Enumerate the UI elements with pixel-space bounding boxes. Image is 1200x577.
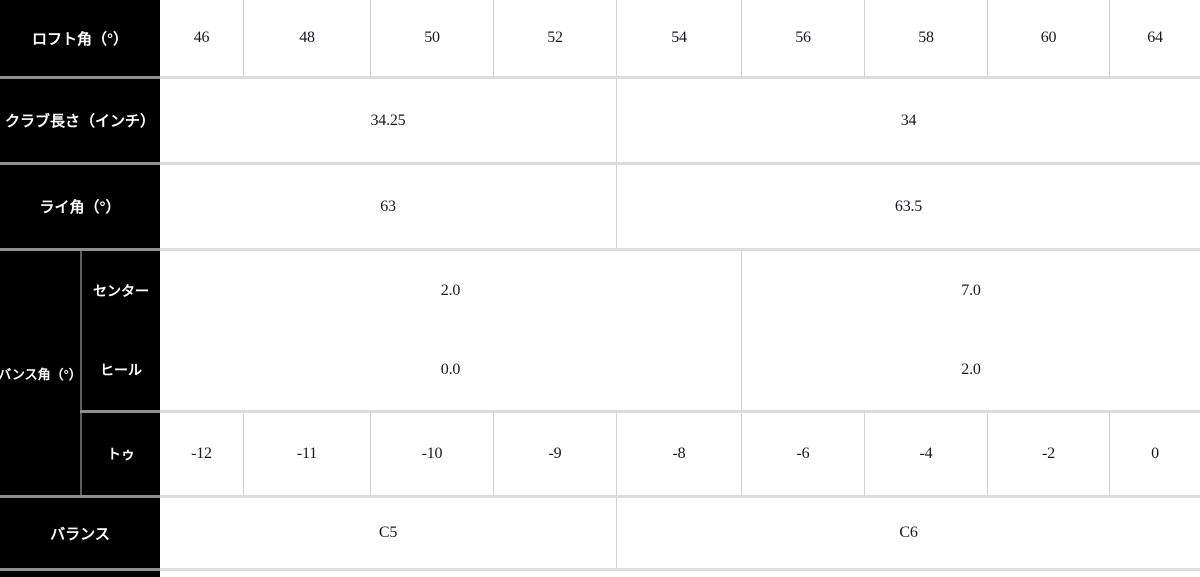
row-separator bbox=[0, 162, 1200, 165]
bounce-toe-value: -12 bbox=[160, 413, 243, 495]
loft-value: 50 bbox=[370, 0, 493, 76]
row-separator bbox=[80, 410, 1200, 413]
lie-value: 63.5 bbox=[616, 165, 1200, 248]
bounce-toe-header: トゥ bbox=[80, 413, 160, 495]
lie-value: 63 bbox=[160, 165, 616, 248]
loft-value: 52 bbox=[493, 0, 616, 76]
bounce-toe-value: -6 bbox=[741, 413, 864, 495]
loft-value: 56 bbox=[741, 0, 864, 76]
loft-value: 54 bbox=[616, 0, 741, 76]
bounce-toe-value: -8 bbox=[616, 413, 741, 495]
balance-value: C6 bbox=[616, 498, 1200, 568]
bounce-heel-header: ヒール bbox=[80, 330, 160, 410]
bounce-toe-value: -10 bbox=[370, 413, 493, 495]
bounce-center-value: 2.0 bbox=[160, 251, 741, 330]
balance-value: C5 bbox=[160, 498, 616, 568]
loft-value: 64 bbox=[1109, 0, 1200, 76]
bounce-center-header: センター bbox=[80, 251, 160, 330]
row-separator bbox=[0, 76, 1200, 79]
loft-value: 60 bbox=[987, 0, 1109, 76]
length-row-header: クラブ長さ（インチ） bbox=[0, 79, 160, 162]
bounce-heel-value: 0.0 bbox=[160, 330, 741, 410]
row-separator bbox=[0, 495, 1200, 498]
loft-row-header: ロフト角（°） bbox=[0, 0, 160, 76]
length-value: 34 bbox=[616, 79, 1200, 162]
balance-row-header: バランス bbox=[0, 498, 160, 568]
length-value: 34.25 bbox=[160, 79, 616, 162]
bounce-toe-value: -11 bbox=[243, 413, 370, 495]
bounce-toe-value: 0 bbox=[1109, 413, 1200, 495]
loft-value: 48 bbox=[243, 0, 370, 76]
loft-value: 58 bbox=[864, 0, 987, 76]
row-separator bbox=[0, 248, 1200, 251]
cutoff-next-row-header bbox=[0, 571, 160, 577]
bounce-heel-value: 2.0 bbox=[741, 330, 1200, 410]
row-separator bbox=[0, 568, 1200, 571]
lie-row-header: ライ角（°） bbox=[0, 165, 160, 248]
bounce-toe-value: -4 bbox=[864, 413, 987, 495]
bounce-group-header: バンス角（°） bbox=[0, 251, 80, 495]
bounce-toe-value: -2 bbox=[987, 413, 1109, 495]
bounce-center-value: 7.0 bbox=[741, 251, 1200, 330]
bounce-toe-value: -9 bbox=[493, 413, 616, 495]
loft-value: 46 bbox=[160, 0, 243, 76]
